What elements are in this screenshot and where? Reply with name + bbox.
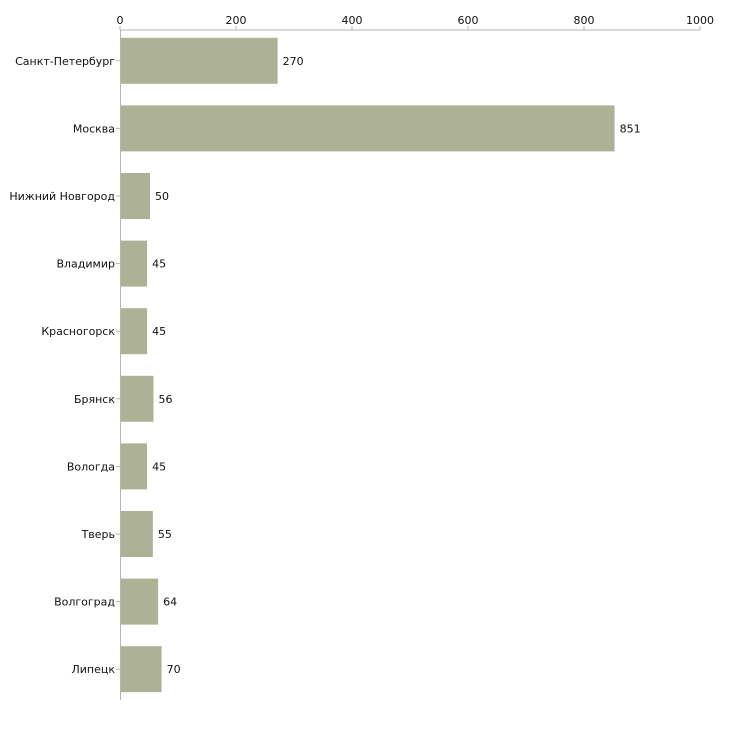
data-label: 50 xyxy=(155,190,169,203)
category-label: Владимир xyxy=(56,258,115,271)
category-label: Тверь xyxy=(81,528,115,541)
x-tick-label: 200 xyxy=(226,14,247,27)
data-label: 70 xyxy=(167,663,181,676)
label-layer: Санкт-Петербург 270 Москва 851 Нижний Новгор… xyxy=(9,55,640,676)
x-tick-label: 1000 xyxy=(686,14,714,27)
x-tick-label: 600 xyxy=(458,14,479,27)
axis-layer: 0 200 400 600 800 1000 xyxy=(116,14,714,700)
bar xyxy=(121,105,615,152)
bar xyxy=(121,646,162,693)
data-label: 45 xyxy=(152,460,166,473)
category-label: Вологда xyxy=(67,460,115,473)
data-label: 45 xyxy=(152,325,166,338)
bar xyxy=(121,375,154,422)
bar xyxy=(121,240,148,287)
bar xyxy=(121,173,150,219)
bar xyxy=(121,37,278,84)
category-label: Волгоград xyxy=(54,596,115,609)
x-tick-label: 800 xyxy=(574,14,595,27)
x-tick-label: 0 xyxy=(117,14,124,27)
category-label: Брянск xyxy=(74,393,115,406)
category-label: Санкт-Петербург xyxy=(15,55,115,68)
data-label: 64 xyxy=(163,596,177,609)
category-label: Москва xyxy=(73,122,115,135)
bar xyxy=(121,443,148,490)
category-label: Красногорск xyxy=(41,325,115,338)
category-label: Липецк xyxy=(71,663,115,676)
bar xyxy=(121,578,159,625)
x-tick-label: 400 xyxy=(342,14,363,27)
data-label: 56 xyxy=(158,393,172,406)
category-label: Нижний Новгород xyxy=(9,190,115,203)
data-label: 45 xyxy=(152,258,166,271)
bar xyxy=(121,308,148,355)
data-label: 270 xyxy=(283,55,304,68)
bar xyxy=(121,511,153,557)
bar-layer xyxy=(121,37,615,693)
data-label: 55 xyxy=(158,528,172,541)
data-label: 851 xyxy=(620,122,641,135)
